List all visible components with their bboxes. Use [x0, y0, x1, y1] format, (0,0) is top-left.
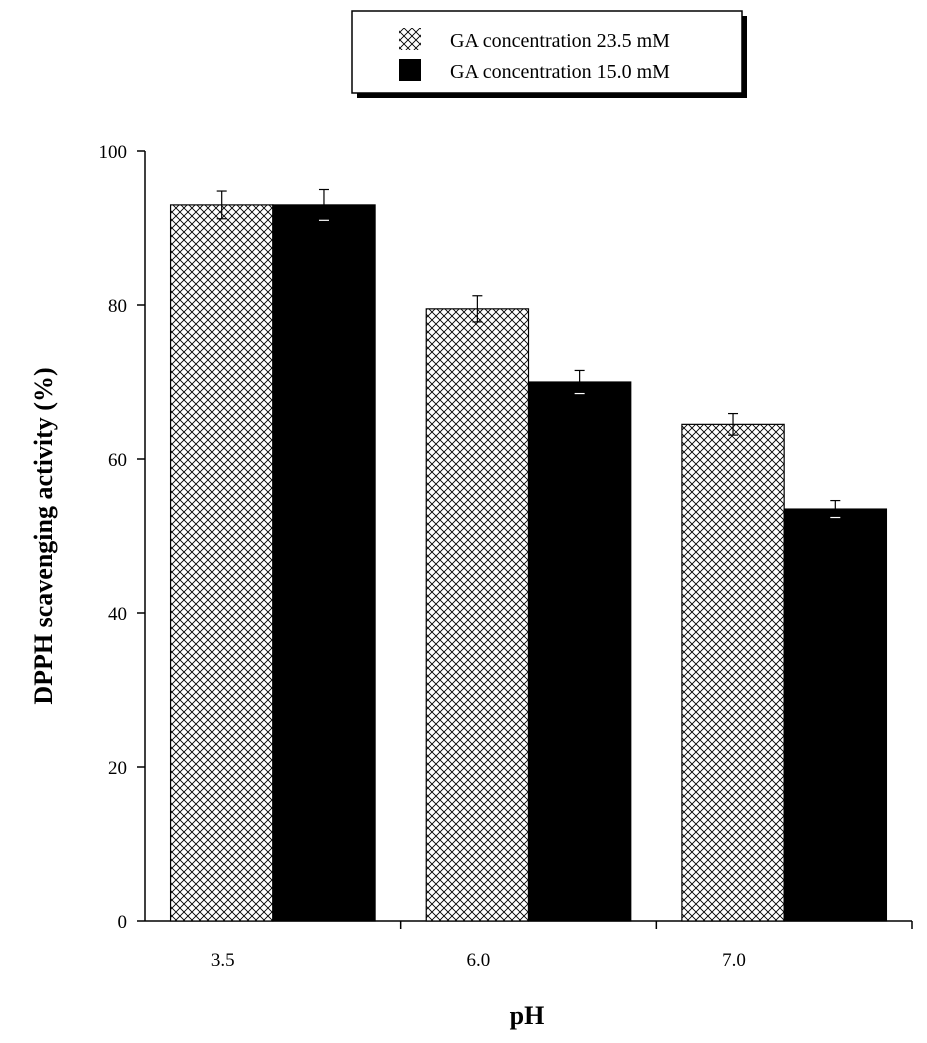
y-axis-ticks: 0 20 40 60 80 100	[99, 142, 145, 933]
legend-swatch-series-1	[399, 28, 421, 50]
bars	[169, 188, 888, 922]
y-tick-label: 80	[108, 296, 127, 317]
bar-series-1-3.5	[169, 204, 274, 922]
legend-swatch-series-2	[399, 59, 421, 81]
y-tick-label: 20	[108, 758, 127, 779]
y-tick-label: 100	[99, 142, 128, 163]
bar-series-1-6.0	[425, 308, 530, 922]
bar-series-2-3.5	[272, 204, 376, 922]
x-axis-ticks: 3.5 6.0 7.0	[211, 921, 913, 971]
legend: GA concentration 23.5 mM GA concentratio…	[351, 10, 747, 98]
y-tick-label: 40	[108, 604, 127, 625]
y-tick-label: 60	[108, 450, 127, 471]
x-tick-label: 7.0	[722, 950, 746, 971]
bar-series-2-7.0	[783, 508, 888, 922]
x-tick-label: 6.0	[466, 950, 490, 971]
bar-series-1-7.0	[681, 423, 785, 922]
y-tick-label: 0	[118, 912, 128, 933]
legend-label-series-2: GA concentration 15.0 mM	[450, 61, 670, 83]
x-tick-label: 3.5	[211, 950, 235, 971]
bar-series-2-6.0	[527, 381, 632, 922]
y-axis-title: DPPH scavenging activity (%)	[29, 367, 58, 704]
x-axis-title: pH	[510, 1001, 545, 1030]
legend-label-series-1: GA concentration 23.5 mM	[450, 30, 670, 52]
